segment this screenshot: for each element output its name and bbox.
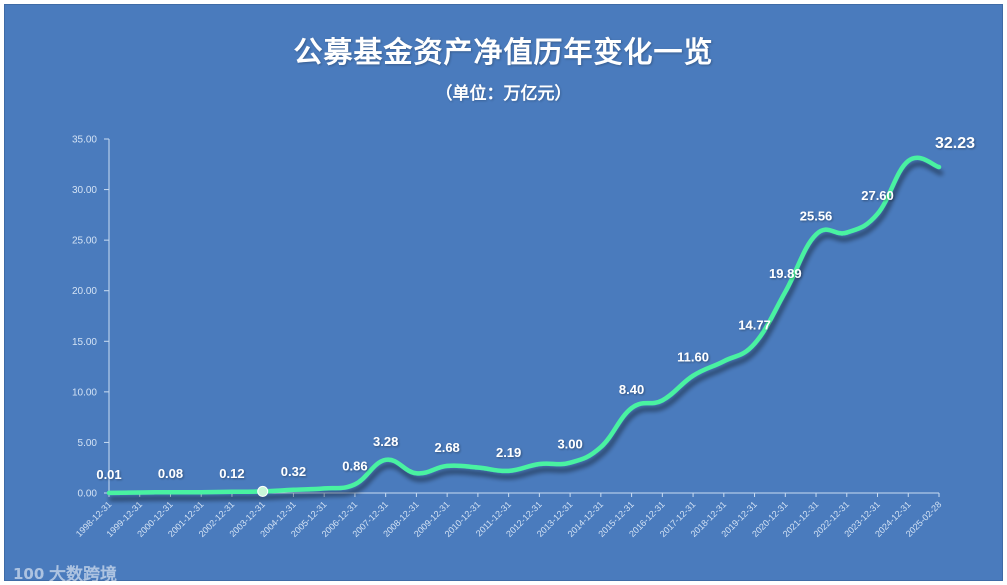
chart-title: 公募基金资产净值历年变化一览 — [293, 35, 714, 69]
watermark: 100 大数跨境 — [13, 560, 117, 585]
data-label: 8.40 — [619, 382, 644, 397]
y-tick-label: 30.00 — [72, 185, 97, 196]
data-label: 0.01 — [96, 467, 121, 482]
y-tick-label: 10.00 — [72, 387, 97, 398]
y-tick-label: 20.00 — [72, 286, 97, 297]
data-label: 32.23 — [935, 135, 975, 152]
data-label: 3.00 — [557, 437, 582, 452]
y-tick-label: 25.00 — [72, 236, 97, 247]
series-line — [106, 155, 942, 496]
watermark-text: 大数跨境 — [49, 565, 117, 585]
line-chart: 0.00 5.00 10.00 15.00 20.00 25.00 30.00 35.00 1… — [72, 135, 975, 539]
data-label: 0.32 — [281, 464, 306, 479]
y-tick-label: 5.00 — [78, 438, 98, 449]
y-tick-label: 15.00 — [72, 337, 97, 348]
data-label: 3.28 — [373, 434, 398, 449]
data-label: 27.60 — [861, 188, 894, 203]
data-label: 14.77 — [738, 318, 771, 333]
data-label: 2.68 — [434, 440, 459, 455]
data-label: 25.56 — [800, 208, 833, 223]
highlight-marker — [257, 485, 269, 497]
data-label: 19.89 — [769, 266, 802, 281]
svg-text:100: 100 — [13, 565, 44, 582]
data-label: 2.19 — [496, 445, 521, 460]
y-tick-label: 0.00 — [78, 489, 98, 500]
y-tick-label: 35.00 — [72, 135, 97, 146]
data-label: 0.08 — [158, 466, 183, 481]
data-label: 11.60 — [677, 350, 709, 365]
chart-frame: 公募基金资产净值历年变化一览 （单位：万亿元） 0.00 5.00 10.00 15.… — [4, 4, 1003, 585]
data-label: 0.86 — [342, 458, 367, 473]
watermark-logo: 100 — [13, 564, 45, 582]
data-label: 0.12 — [219, 466, 244, 481]
chart-subtitle: （单位：万亿元） — [435, 84, 572, 104]
